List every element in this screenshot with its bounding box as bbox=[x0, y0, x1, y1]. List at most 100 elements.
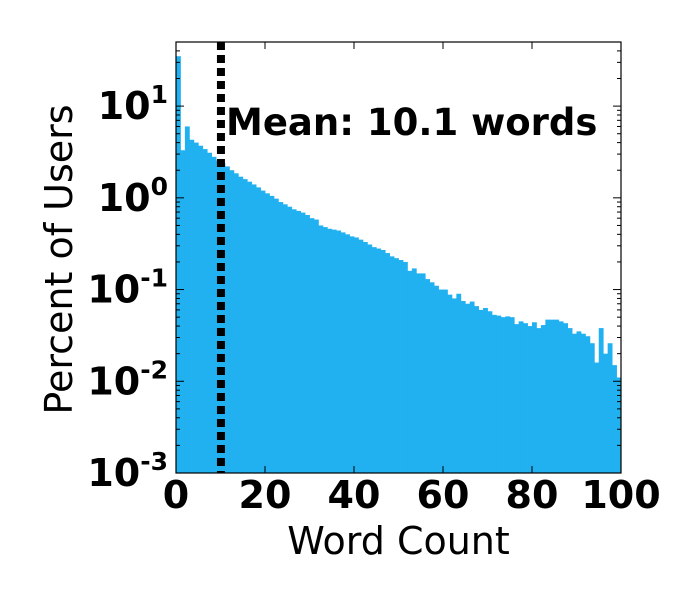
y-tick-label: 101 bbox=[98, 80, 168, 128]
histogram-bar bbox=[282, 204, 288, 473]
histogram-bar bbox=[416, 273, 422, 473]
histogram-bar bbox=[500, 317, 506, 473]
histogram-bar bbox=[247, 181, 253, 473]
histogram-bar bbox=[402, 261, 408, 473]
histogram-bar bbox=[563, 323, 568, 473]
histogram-bar bbox=[358, 239, 364, 473]
histogram-bar bbox=[496, 315, 502, 473]
histogram-bar bbox=[478, 309, 484, 473]
histogram-bar bbox=[572, 333, 577, 473]
histogram-bar bbox=[580, 333, 586, 473]
y-tick-label: 10-2 bbox=[87, 355, 168, 403]
x-ticks: 0 20 40 60 80 100 bbox=[163, 42, 661, 517]
y-tick-label: 10-1 bbox=[87, 264, 168, 312]
histogram-bar bbox=[558, 321, 564, 473]
histogram-bar bbox=[607, 343, 613, 473]
histogram-bar bbox=[394, 258, 399, 473]
histogram-bar bbox=[487, 311, 493, 473]
histogram-bar bbox=[380, 249, 386, 473]
histogram-bar bbox=[612, 365, 617, 473]
histogram-bar bbox=[594, 362, 600, 473]
histogram-bar bbox=[576, 331, 582, 473]
histogram-bar bbox=[313, 219, 319, 473]
histogram-bar bbox=[532, 322, 537, 473]
histogram-bar bbox=[260, 190, 266, 473]
histogram-bar bbox=[371, 247, 377, 473]
x-tick-label: 60 bbox=[417, 473, 470, 517]
histogram-bar bbox=[536, 328, 542, 473]
histogram-bar bbox=[411, 268, 417, 473]
histogram-bar bbox=[567, 328, 573, 473]
bars-layer bbox=[176, 56, 622, 474]
histogram-bar bbox=[447, 294, 453, 473]
histogram-bar bbox=[309, 218, 315, 473]
histogram-bar bbox=[327, 228, 333, 473]
histogram-bar bbox=[456, 293, 462, 473]
x-axis-label: Word Count bbox=[287, 519, 510, 563]
histogram-bar bbox=[269, 195, 275, 473]
x-tick-label: 20 bbox=[239, 473, 292, 517]
histogram-bar bbox=[238, 176, 244, 473]
histogram-bar bbox=[354, 237, 359, 473]
histogram-bar bbox=[278, 202, 284, 473]
histogram-bar bbox=[554, 319, 560, 473]
histogram-bar bbox=[336, 230, 342, 473]
x-tick-label: 40 bbox=[328, 473, 381, 517]
histogram-bar bbox=[429, 282, 435, 473]
histogram-bar bbox=[389, 256, 395, 473]
histogram-bar bbox=[518, 321, 524, 473]
histogram-bar bbox=[425, 279, 431, 473]
histogram-bar bbox=[549, 319, 555, 473]
histogram-bar bbox=[318, 225, 324, 473]
histogram-bar bbox=[211, 156, 217, 473]
y-tick-label: 100 bbox=[98, 172, 168, 220]
histogram-bar bbox=[273, 198, 279, 473]
histogram-bar bbox=[322, 227, 328, 473]
histogram-bar bbox=[545, 319, 551, 473]
histogram-bar bbox=[523, 323, 528, 473]
histogram-bar bbox=[434, 285, 439, 473]
histogram-bar bbox=[527, 326, 533, 473]
histogram-bar bbox=[398, 260, 404, 473]
y-tick-label: 10-3 bbox=[87, 447, 168, 495]
histogram-bar bbox=[451, 298, 457, 473]
histogram-bar bbox=[585, 336, 591, 473]
histogram-bar bbox=[251, 184, 257, 473]
histogram-bar bbox=[207, 152, 212, 473]
histogram-bar bbox=[603, 353, 609, 473]
histogram-bar bbox=[300, 212, 306, 474]
histogram-bar bbox=[242, 179, 248, 474]
histogram-bar bbox=[483, 307, 488, 473]
histogram-bar bbox=[305, 214, 310, 474]
histogram-bar bbox=[229, 170, 235, 473]
histogram-bar bbox=[202, 149, 208, 473]
histogram-bar bbox=[469, 301, 475, 473]
x-tick-label: 80 bbox=[506, 473, 559, 517]
histogram-bar bbox=[376, 248, 382, 473]
histogram-bar bbox=[287, 206, 293, 473]
y-ticks: 10-3 10-2 10-1 100 101 bbox=[87, 41, 621, 495]
histogram-bar bbox=[460, 301, 466, 473]
y-axis-label: Percent of Users bbox=[37, 104, 81, 414]
plot-frame bbox=[175, 41, 622, 474]
histogram-bar bbox=[233, 173, 239, 473]
histogram-bar bbox=[385, 253, 390, 473]
histogram-bar bbox=[443, 289, 448, 473]
histogram-bar bbox=[407, 270, 413, 473]
histogram-bar bbox=[509, 317, 515, 473]
histogram-bar bbox=[189, 139, 195, 474]
histogram-bar bbox=[184, 126, 190, 474]
histogram-bar bbox=[291, 209, 297, 474]
x-tick-label: 100 bbox=[581, 473, 660, 517]
histogram-bar bbox=[438, 289, 444, 473]
histogram-bar bbox=[420, 273, 426, 473]
histogram-bar bbox=[265, 193, 270, 473]
histogram-bar bbox=[345, 234, 350, 473]
histogram-bar bbox=[367, 244, 373, 473]
histogram-bar bbox=[340, 232, 346, 473]
histogram-bar bbox=[180, 150, 186, 473]
histogram-bar bbox=[589, 343, 595, 473]
histogram-bar bbox=[514, 324, 520, 473]
